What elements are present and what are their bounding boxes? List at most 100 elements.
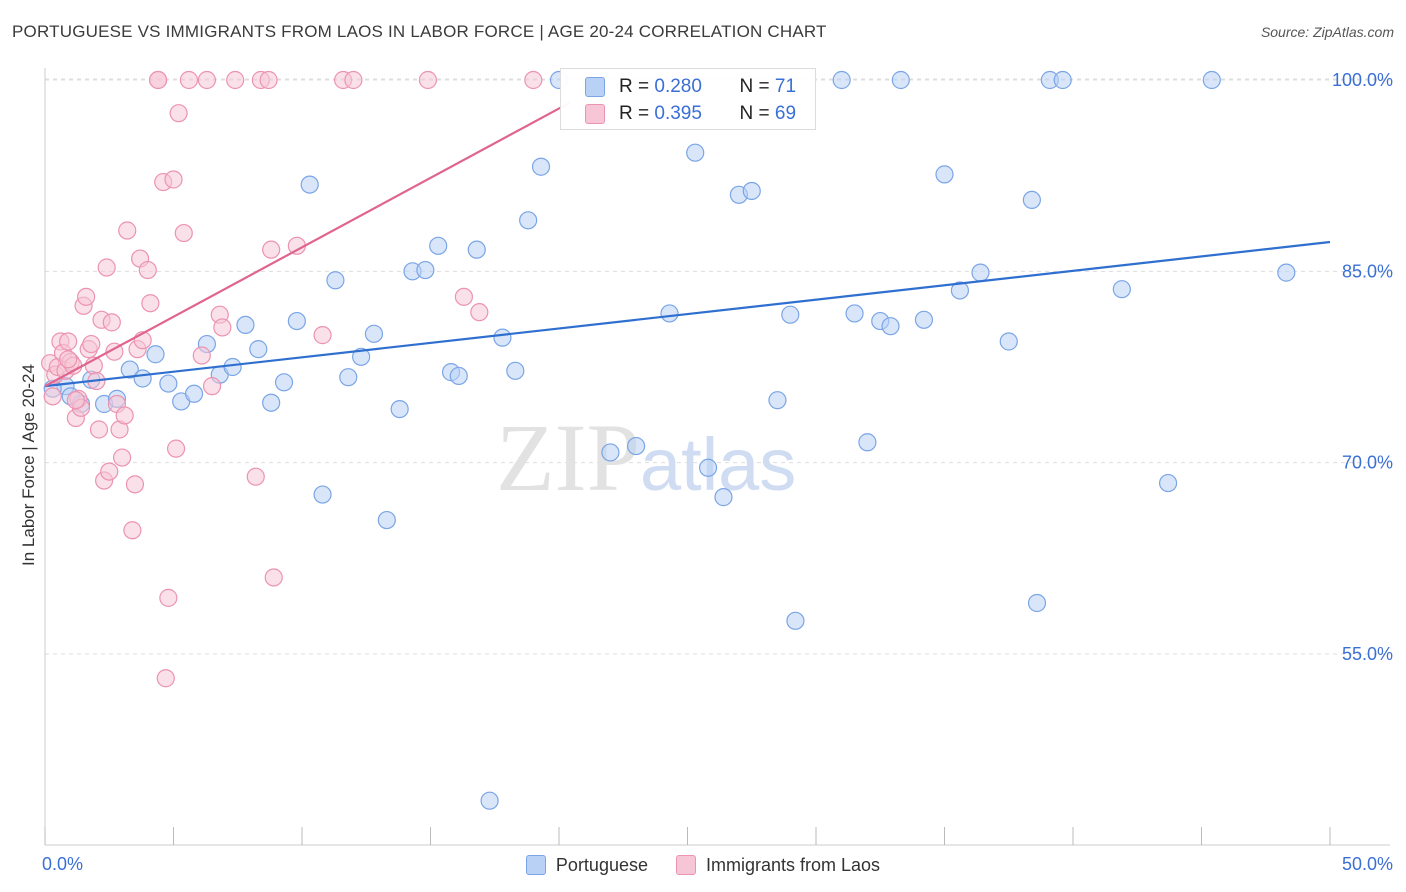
portuguese-point [950,281,970,300]
laos-point [115,406,134,425]
laos-point [138,260,157,280]
portuguese-point [881,317,900,336]
stats-row-laos: R = 0.395 N = 69 [585,102,797,126]
laos-point [470,303,489,322]
data-points [41,70,1296,810]
portuguese-point [781,305,800,324]
y-tick-label: 85.0% [1342,261,1393,281]
y-tick-label: 100.0% [1332,70,1393,90]
portuguese-point [480,791,499,810]
r-label: R = [619,76,650,97]
laos-point [313,326,332,345]
portuguese-point [416,260,435,280]
portuguese-point [429,236,448,255]
legend-label-portuguese: Portuguese [555,854,648,875]
laos-point [66,391,85,410]
legend-item-portuguese[interactable]: Portuguese [525,854,648,876]
stats-row-portuguese: R = 0.280 N = 71 [585,75,797,99]
r-value-laos: 0.395 [654,103,702,124]
laos-point [77,287,96,306]
portuguese-point [845,304,864,323]
legend-item-laos[interactable]: Immigrants from Laos [676,855,880,876]
laos-point [89,420,109,439]
laos-point [179,70,199,90]
r-label: R = [619,103,650,124]
laos-point [264,568,283,587]
laos-point [112,448,132,467]
portuguese-point [352,347,371,366]
chart-title: PORTUGUESE VS IMMIGRANTS FROM LAOS IN LA… [12,22,827,41]
laos-point [59,350,78,369]
laos-point [246,467,265,486]
laos-point [100,462,119,481]
portuguese-point [786,611,805,630]
laos-point [524,70,543,90]
y-tick-label: 55.0% [1342,644,1393,664]
portuguese-point [313,485,332,504]
portuguese-point [326,271,345,290]
portuguese-point [999,332,1018,351]
portuguese-point [120,360,139,379]
y-axis-label: In Labor Force | Age 20-24 [19,364,38,566]
portuguese-point [1053,70,1072,90]
source-label: Source: ZipAtlas.com [1260,24,1394,40]
portuguese-point [914,310,934,329]
portuguese-point [768,391,787,410]
portuguese-point [467,240,486,259]
portuguese-point [159,374,178,393]
portuguese-legend-swatch [525,855,546,875]
correlation-stats-box: R = 0.280 N = 71 R = 0.395 N = 69 [560,68,816,130]
x-tick-label-min: 0.0% [42,854,83,874]
laos-point [202,377,222,396]
portuguese-point [506,361,525,380]
portuguese-point [935,165,954,184]
laos-point [82,334,101,354]
portuguese-point [262,393,281,412]
n-value-laos: 69 [774,103,797,124]
chart-legend: Portuguese Immigrants from Laos [0,852,1406,878]
laos-swatch [585,104,605,124]
portuguese-trend-line [44,240,1331,388]
portuguese-point [519,211,538,230]
n-value-portuguese: 71 [774,76,797,97]
laos-point [123,521,142,540]
laos-point [259,70,278,90]
laos-point [118,221,137,240]
laos-point [164,170,183,189]
portuguese-point [287,311,306,331]
laos-point [174,223,193,243]
laos-point [159,588,178,607]
portuguese-point [1158,473,1178,493]
portuguese-point [364,324,384,343]
laos-point [59,332,78,351]
portuguese-point [339,368,358,387]
axes [44,68,1390,846]
portuguese-point [274,373,294,392]
n-label: N = [739,103,770,124]
laos-trend-line [44,101,570,388]
portuguese-point [626,436,646,456]
portuguese-point [133,369,152,388]
r-value-portuguese: 0.280 [654,76,702,97]
laos-point [192,346,211,365]
portuguese-point [858,433,877,452]
watermark-zip: ZIP [496,404,640,511]
laos-point [141,294,160,313]
portuguese-point [531,157,551,176]
trend-lines [44,101,1331,388]
laos-point [418,70,438,90]
portuguese-point [300,175,319,194]
portuguese-point [971,263,990,282]
tick-labels: 55.0% 70.0% 85.0% 100.0% 0.0% 50.0% [42,70,1393,874]
portuguese-point [146,345,165,364]
portuguese-point [493,328,512,347]
laos-point [262,240,281,259]
portuguese-point [223,357,242,377]
legend-label-laos: Immigrants from Laos [706,854,881,875]
portuguese-point [1112,280,1131,299]
laos-point [344,70,363,90]
laos-point [197,70,217,90]
portuguese-point [714,488,733,507]
portuguese-point [1277,263,1296,282]
